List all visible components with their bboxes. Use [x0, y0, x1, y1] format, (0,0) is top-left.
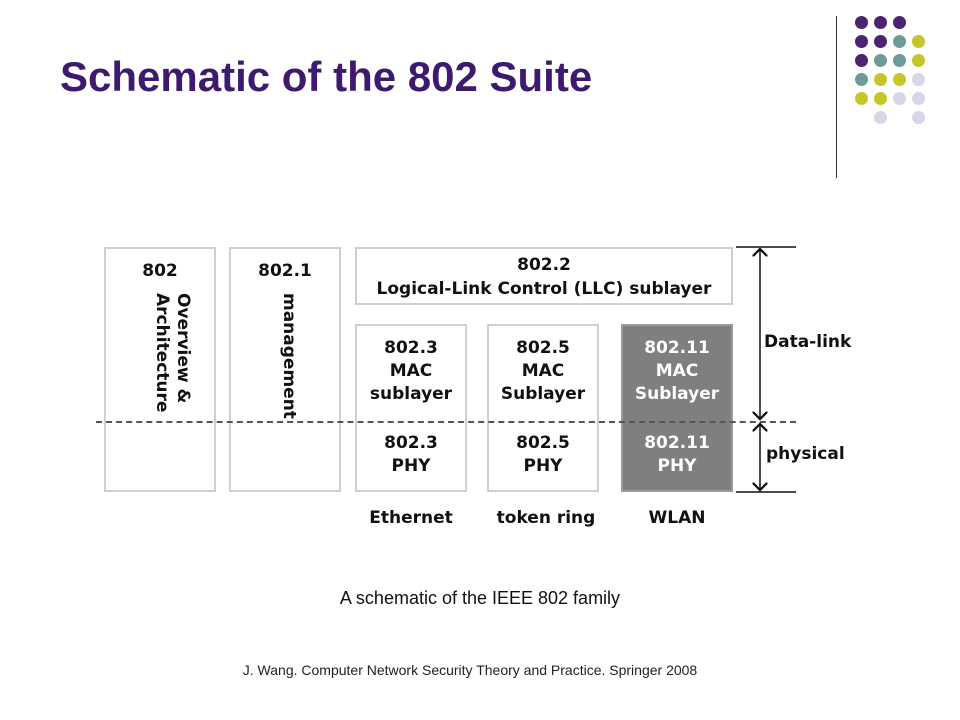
decorative-dot	[893, 54, 906, 67]
decorative-dot	[893, 16, 906, 29]
decorative-divider	[836, 16, 837, 178]
box-8022-llc: 802.2 Logical-Link Control (LLC) sublaye…	[355, 247, 733, 305]
box-80211-mac: 802.11 MAC Sublayer	[621, 324, 733, 422]
decorative-dot	[893, 73, 906, 86]
box-8023-mac: 802.3 MAC sublayer	[355, 324, 467, 422]
decorative-dot	[855, 16, 868, 29]
token-ring-label: token ring	[496, 508, 596, 528]
box-80211-phy: 802.11 PHY	[621, 422, 733, 492]
diagram-caption: A schematic of the IEEE 802 family	[339, 588, 621, 608]
page-title: Schematic of the 802 Suite	[60, 53, 593, 100]
box-8025-mac-sublayer: Sublayer	[500, 384, 586, 404]
box-8022-description: Logical-Link Control (LLC) sublayer	[376, 279, 712, 299]
box-8025-mac-number: 802.5	[516, 338, 570, 358]
decorative-dot	[912, 35, 925, 48]
box-802-overview: 802 Overview & Architecture	[104, 247, 216, 492]
decorative-dot	[874, 111, 887, 124]
decorative-dot	[874, 92, 887, 105]
decorative-dot	[855, 92, 868, 105]
decorative-dot	[855, 73, 868, 86]
decorative-dot	[893, 35, 906, 48]
box-8025-phy: 802.5 PHY	[487, 422, 599, 492]
box-8021-management: 802.1 management	[229, 247, 341, 492]
decorative-dot	[874, 16, 887, 29]
box-8023-mac-sublayer: sublayer	[369, 384, 453, 404]
box-80211-mac-number: 802.11	[644, 338, 710, 358]
ethernet-label: Ethernet	[369, 508, 453, 528]
decorative-dot	[912, 111, 925, 124]
box-80211-phy-number: 802.11	[644, 433, 710, 453]
box-8023-mac-number: 802.3	[384, 338, 438, 358]
decorative-dot	[893, 92, 906, 105]
decorative-dot	[874, 73, 887, 86]
physical-label: physical	[766, 444, 845, 464]
box-8025-mac: 802.5 MAC Sublayer	[487, 324, 599, 422]
decorative-dot	[874, 35, 887, 48]
box-80211-phy-label: PHY	[657, 456, 697, 476]
box-8025-phy-label: PHY	[523, 456, 563, 476]
box-8023-phy-number: 802.3	[384, 433, 438, 453]
citation: J. Wang. Computer Network Security Theor…	[242, 662, 698, 678]
decorative-dot	[912, 73, 925, 86]
decorative-dot	[855, 54, 868, 67]
box-8025-mac-label: MAC	[521, 361, 565, 381]
box-80211-mac-label: MAC	[655, 361, 699, 381]
box-8025-phy-number: 802.5	[516, 433, 570, 453]
box-8023-phy-label: PHY	[391, 456, 431, 476]
decorative-dot	[855, 35, 868, 48]
decorative-dot	[912, 92, 925, 105]
box-802-number: 802	[142, 261, 178, 281]
box-8023-mac-label: MAC	[389, 361, 433, 381]
box-8023-phy: 802.3 PHY	[355, 422, 467, 492]
layer-divider-dashed-line	[96, 421, 796, 423]
datalink-label: Data-link	[764, 332, 852, 352]
decorative-dot	[912, 54, 925, 67]
box-80211-mac-sublayer: Sublayer	[634, 384, 720, 404]
wlan-label: WLAN	[648, 508, 706, 528]
box-8021-number: 802.1	[258, 261, 312, 281]
decorative-dot	[874, 54, 887, 67]
box-8022-number: 802.2	[517, 255, 571, 275]
